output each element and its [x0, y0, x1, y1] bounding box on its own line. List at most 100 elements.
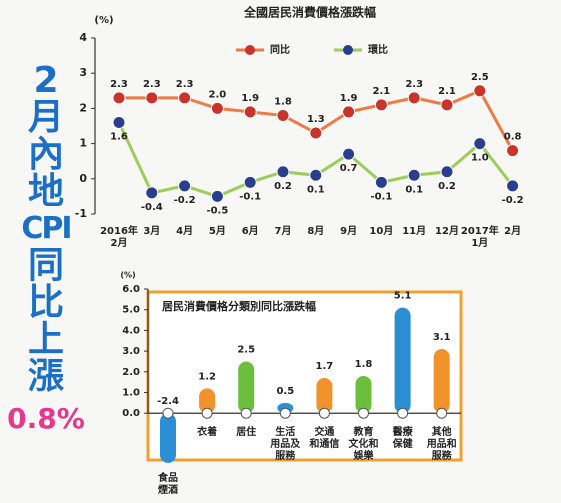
bar [316, 378, 333, 414]
data-label: 2.5 [237, 344, 255, 355]
y-axis-label: (%) [94, 15, 113, 26]
point [440, 165, 454, 179]
headline-line: 月 [27, 97, 64, 138]
y-tick-label: 2.0 [122, 367, 140, 378]
data-label: 1.9 [340, 93, 358, 104]
y-tick-label: 1.0 [122, 388, 140, 399]
bar [199, 388, 216, 414]
y-tick-label: -1 [75, 207, 87, 220]
point [243, 175, 257, 189]
point [276, 165, 290, 179]
x-tick-label: 食品 煙酒 [158, 472, 178, 496]
x-tick-label: 其他 用品和 服務 [426, 427, 457, 463]
point [112, 91, 126, 105]
legend-marker [245, 45, 255, 55]
data-label: 5.1 [394, 291, 412, 302]
x-tick-label: 醫療 保健 [392, 427, 413, 451]
bar [394, 307, 411, 414]
point [276, 108, 290, 122]
data-label: -0.2 [174, 195, 196, 206]
chart-title: 居民消費價格分類別同比漲跌幅 [162, 299, 316, 313]
x-tick-label: 生活 用品及 服務 [270, 427, 301, 463]
x-tick-label: 4月 [176, 226, 194, 237]
point [407, 91, 421, 105]
point [440, 98, 454, 112]
point [178, 91, 192, 105]
bar [160, 413, 176, 463]
data-label: 1.9 [241, 93, 259, 104]
data-label: -2.4 [157, 396, 179, 407]
x-tick-label: 7月 [274, 226, 292, 237]
bar [433, 349, 450, 414]
point [112, 115, 126, 129]
data-label: -0.5 [206, 205, 228, 216]
y-tick-label: 0.0 [122, 408, 140, 419]
x-tick-label: 3月 [143, 226, 161, 237]
bar-base [279, 407, 291, 419]
chart-title: 全國居民消費價格漲跌幅 [243, 5, 376, 20]
point [309, 168, 323, 182]
data-label: 0.2 [274, 181, 292, 192]
bar-base [162, 407, 174, 419]
data-label: -0.2 [502, 195, 524, 206]
y-tick-label: 3.0 [122, 346, 140, 357]
headline-line: 上 [27, 319, 64, 360]
point [342, 147, 356, 161]
bar-base [201, 407, 213, 419]
data-label: 2.0 [209, 89, 227, 100]
point [342, 105, 356, 119]
bar-base [436, 407, 448, 419]
point [407, 168, 421, 182]
data-label: 0.8 [504, 132, 522, 143]
legend-marker [343, 45, 353, 55]
y-tick-label: 3 [79, 66, 87, 79]
bar-base [397, 407, 409, 419]
bar [238, 361, 255, 414]
data-label: -0.1 [370, 191, 392, 202]
data-label: 0.7 [340, 163, 358, 174]
headline-line: 內 [27, 134, 64, 175]
y-tick-label: 4.0 [122, 325, 140, 336]
x-tick-label: 居住 [236, 427, 257, 439]
point [145, 91, 159, 105]
bar [355, 375, 372, 414]
data-label: 0.1 [405, 184, 423, 195]
data-label: 3.1 [433, 332, 451, 343]
point [210, 101, 224, 115]
data-label: 2.1 [438, 86, 456, 97]
data-label: 2.3 [110, 79, 128, 90]
data-label: -0.4 [141, 202, 163, 213]
point [374, 175, 388, 189]
bar-base [240, 407, 252, 419]
legend-label: 環比 [368, 43, 388, 56]
x-tick-label: 6月 [241, 226, 259, 237]
data-label: 1.3 [307, 114, 325, 125]
x-tick-label: 2016年 2月 [100, 226, 138, 249]
x-tick-label: 10月 [369, 226, 394, 237]
x-tick-label: 2月 [504, 226, 522, 237]
headline-line: 同 [27, 245, 64, 286]
point [374, 98, 388, 112]
x-tick-label: 2017年 1月 [460, 226, 499, 249]
data-label: 0.2 [438, 181, 456, 192]
data-label: 2.1 [373, 86, 391, 97]
headline-line: 漲 [27, 356, 64, 397]
y-tick-label: 4 [79, 31, 87, 44]
data-label: 1.6 [110, 131, 128, 142]
point [243, 105, 257, 119]
x-tick-label: 5月 [208, 226, 226, 237]
headline-value: 0.8% [7, 402, 85, 435]
y-tick-label: 1 [79, 137, 87, 150]
x-tick-label: 交通 和通信 [309, 427, 340, 451]
data-label: 2.3 [176, 79, 194, 90]
point [145, 186, 159, 200]
bar-base [358, 407, 369, 419]
data-label: 2.3 [143, 79, 161, 90]
x-tick-label: 11月 [402, 226, 427, 237]
data-label: 0.5 [276, 386, 294, 397]
data-label: 2.3 [405, 79, 423, 90]
point [473, 84, 487, 98]
data-label: 1.8 [274, 96, 292, 107]
y-tick-label: 6.0 [122, 284, 140, 295]
